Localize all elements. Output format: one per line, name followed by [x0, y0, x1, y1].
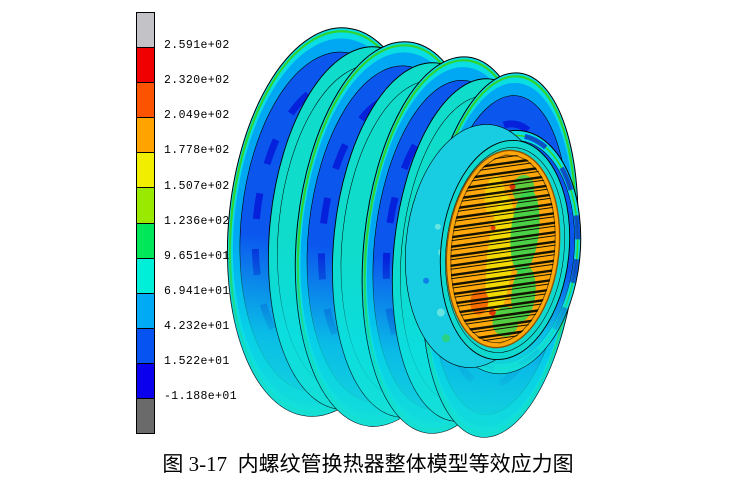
legend-color-segment-9 — [136, 327, 155, 364]
legend-color-segment-11 — [136, 398, 155, 435]
legend-color-segment-2 — [136, 82, 155, 119]
legend-color-segment-8 — [136, 292, 155, 329]
legend-color-segment-7 — [136, 257, 155, 294]
legend-color-segment-5 — [136, 187, 155, 224]
stress-legend-colorbar — [136, 12, 155, 435]
legend-color-segment-4 — [136, 152, 155, 189]
legend-color-segment-0 — [136, 12, 155, 49]
legend-color-segment-6 — [136, 222, 155, 259]
legend-color-segment-10 — [136, 362, 155, 400]
legend-color-segment-1 — [136, 47, 155, 84]
figure-caption: 图 3-17 内螺纹管换热器整体模型等效应力图 — [162, 452, 574, 476]
legend-color-segment-3 — [136, 117, 155, 154]
